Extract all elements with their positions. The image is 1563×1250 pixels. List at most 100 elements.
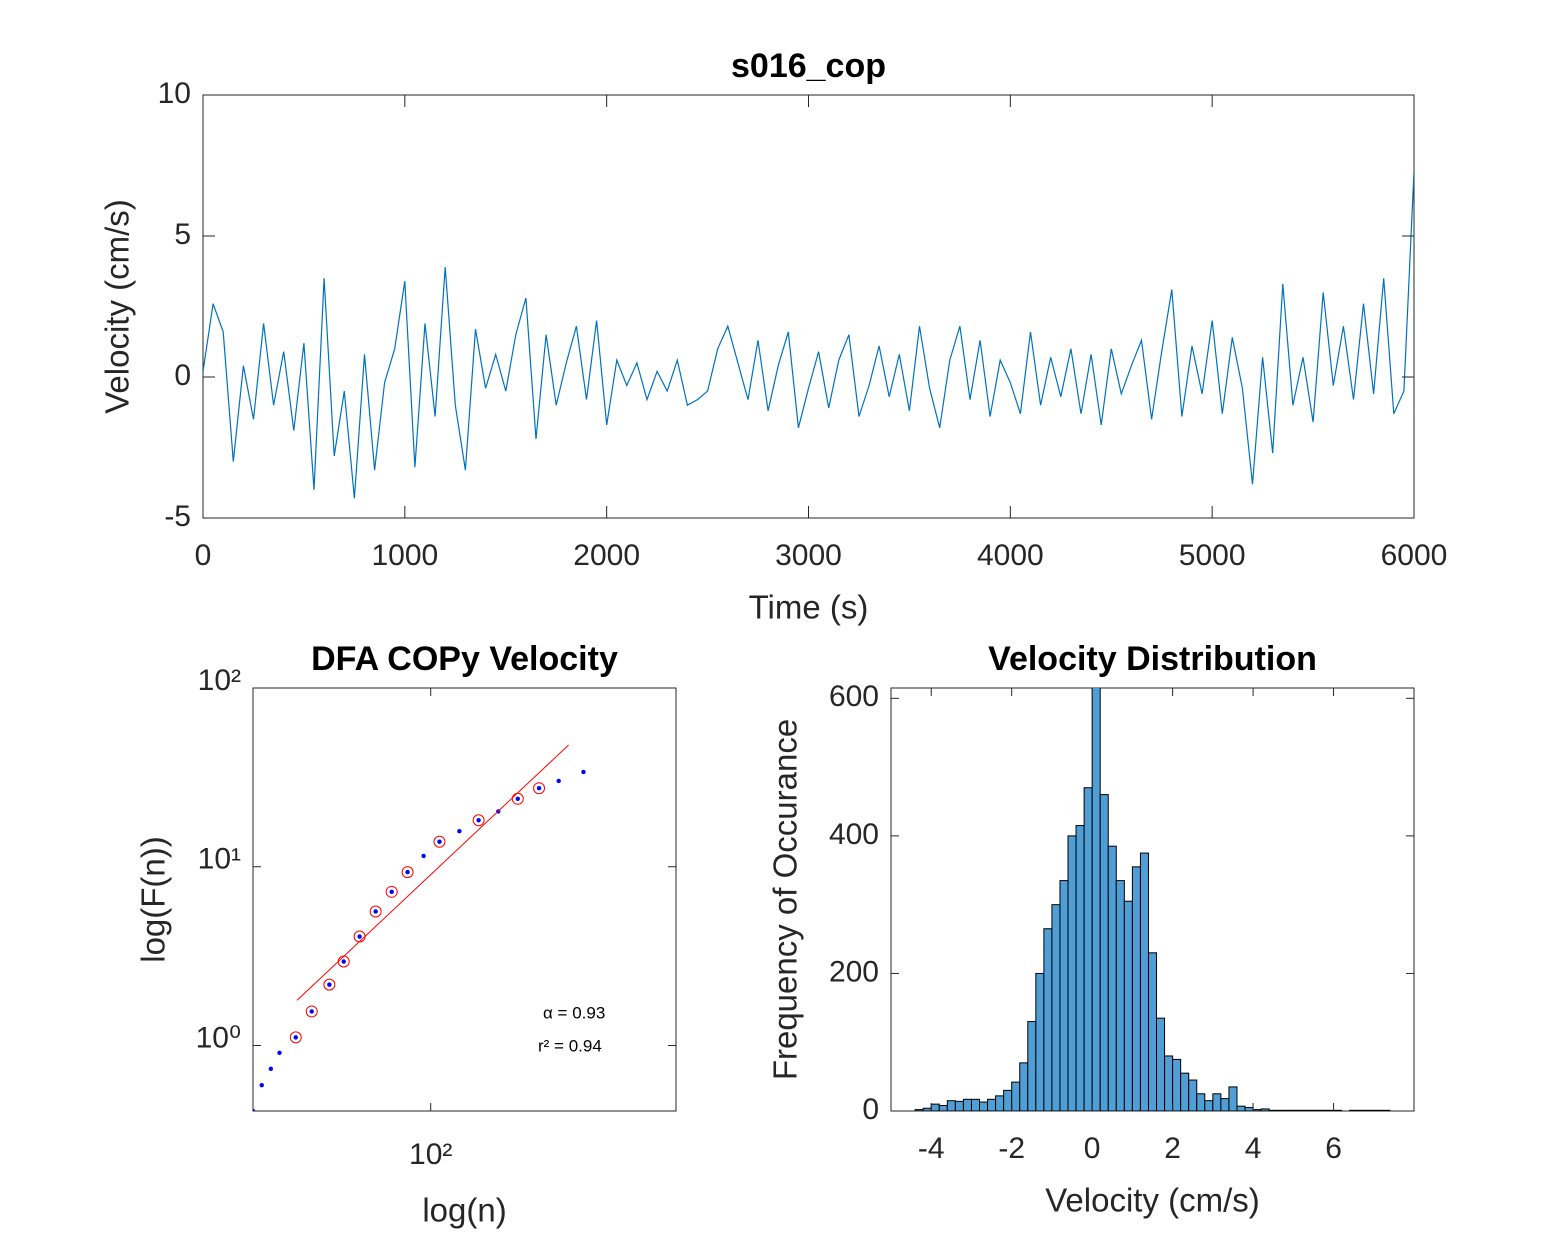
histogram-bar (1300, 1109, 1310, 1111)
histogram-bar (1196, 1093, 1206, 1111)
data-point (357, 934, 362, 939)
data-point (293, 1035, 298, 1040)
y-tick-label: 10⁰ (196, 1021, 241, 1054)
x-axis-label: Velocity (cm/s) (1045, 1182, 1260, 1219)
histogram-bar (1051, 904, 1061, 1111)
y-tick-label: 600 (829, 680, 879, 713)
x-axis-label: Time (s) (749, 589, 869, 626)
histogram-bar (1316, 1109, 1326, 1111)
histogram-bar (1075, 825, 1085, 1111)
x-tick-label: 2 (1164, 1132, 1181, 1165)
histogram-bar (1083, 787, 1093, 1111)
x-tick-label: 4000 (977, 539, 1044, 572)
histogram-bar (1292, 1109, 1302, 1111)
histogram-bar (1172, 1058, 1182, 1111)
histogram-bar (1212, 1093, 1222, 1111)
data-point (533, 782, 546, 795)
y-tick-label: 10² (198, 664, 241, 697)
y-axis-label: log(F(n)) (135, 836, 172, 963)
data-point (277, 1050, 282, 1056)
histogram-bar (1164, 1055, 1174, 1111)
data-point (323, 978, 336, 991)
histogram-bar (1035, 972, 1045, 1111)
annotation: α = 0.93 (543, 1003, 605, 1022)
data-point (405, 869, 410, 875)
histogram-bar (1324, 1109, 1335, 1111)
y-tick-label: -5 (164, 500, 191, 533)
data-point (327, 982, 332, 987)
axes-box (252, 687, 677, 1112)
x-tick-label: 6000 (1381, 539, 1448, 572)
y-tick-label: 400 (829, 818, 879, 851)
y-axis-label: Frequency of Occurance (767, 719, 804, 1080)
histogram-bar (1268, 1109, 1278, 1111)
data-point (389, 889, 394, 895)
data-point (556, 778, 561, 784)
x-tick-label: 6 (1325, 1132, 1342, 1165)
histogram-bar (1276, 1109, 1286, 1111)
x-tick-label: 2000 (573, 539, 640, 572)
histogram-bar (1244, 1107, 1254, 1111)
histogram-bar (1147, 952, 1158, 1111)
axes-box (202, 94, 1415, 519)
histogram-bar (914, 1109, 924, 1111)
histogram-bar (1204, 1100, 1214, 1111)
histogram-bar (1067, 835, 1077, 1111)
histogram-bar (970, 1098, 981, 1111)
y-tick-label: 0 (174, 359, 191, 392)
histogram-bar (1131, 866, 1141, 1111)
histogram-bar (1260, 1108, 1270, 1111)
histogram-bar (1099, 794, 1109, 1111)
histogram-bar (922, 1107, 932, 1111)
axes-title: DFA COPy Velocity (311, 640, 618, 678)
histogram-bar (938, 1104, 948, 1111)
histogram-bar (1381, 1109, 1391, 1111)
plot-area (253, 744, 586, 1111)
data-point (472, 814, 485, 827)
histogram-bar (946, 1100, 956, 1111)
histogram-bar (1019, 1062, 1029, 1111)
histogram-bar (1284, 1109, 1294, 1111)
x-tick-label: -2 (998, 1132, 1025, 1165)
axes-title: Velocity Distribution (988, 640, 1317, 678)
data-point (457, 829, 462, 834)
histogram-bar (962, 1098, 972, 1111)
histogram-bar (1349, 1109, 1359, 1111)
data-point (515, 796, 520, 801)
histogram-bar (1228, 1086, 1238, 1111)
data-point (289, 1031, 302, 1044)
x-tick-label: 5000 (1179, 539, 1246, 572)
histogram-bar (1236, 1105, 1246, 1111)
annotation: r² = 0.94 (538, 1036, 602, 1055)
data-point (305, 1005, 318, 1018)
axes: s016_cop Time (s) Velocity (cm/s) 0 1000 2000… (99, 47, 1448, 626)
y-tick-label: 10 (158, 77, 191, 110)
y-tick-label: 200 (829, 955, 879, 988)
data-point (581, 769, 586, 775)
histogram-bar (1115, 880, 1125, 1111)
x-tick-label: 1000 (371, 539, 438, 572)
y-axis-label: Velocity (cm/s) (99, 199, 136, 414)
axes: DFA COPy Velocity log(n) log(F(n)) 10² 10⁰ 10… (135, 640, 677, 1229)
data-point (536, 786, 542, 791)
y-tick-label: 0 (862, 1093, 879, 1126)
histogram-bar (987, 1098, 997, 1111)
histogram-bar (1027, 1021, 1037, 1111)
histogram-bar (1043, 928, 1053, 1111)
data-point (259, 1082, 264, 1088)
histogram-bar (954, 1100, 964, 1111)
histogram-bar (1252, 1109, 1262, 1111)
data-point (309, 1009, 314, 1014)
histogram-bar (1308, 1109, 1318, 1111)
data-point (373, 909, 378, 914)
data-point (369, 905, 382, 918)
x-tick-label: -4 (918, 1132, 945, 1165)
histogram-bar (1059, 880, 1069, 1111)
data-line (203, 171, 1414, 499)
data-point (385, 885, 398, 898)
x-axis-label: log(n) (422, 1192, 506, 1229)
histogram-bar (1003, 1089, 1013, 1111)
histogram-bar (1365, 1109, 1375, 1111)
histogram-bar (1373, 1109, 1383, 1111)
